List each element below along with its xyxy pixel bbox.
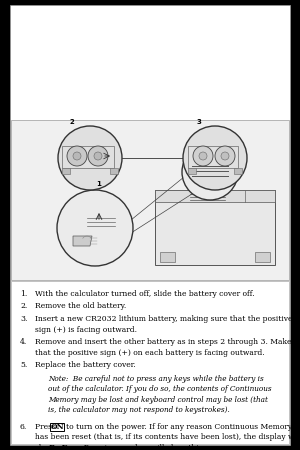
Text: 2: 2 [70, 119, 74, 125]
Circle shape [199, 152, 207, 160]
Text: to turn on the power. If for any reason Continuous Memory: to turn on the power. If for any reason … [66, 423, 292, 431]
Bar [11, 120, 289, 280]
Circle shape [94, 152, 102, 160]
Text: With the calculator turned off, slide the battery cover off.: With the calculator turned off, slide th… [35, 290, 255, 298]
Bar [188, 168, 196, 174]
Text: has been reset (that is, if its contents have been lost), the display will: has been reset (that is, if its contents… [35, 433, 300, 441]
Circle shape [67, 146, 87, 166]
Text: 6.: 6. [20, 423, 27, 431]
Circle shape [221, 152, 229, 160]
Circle shape [182, 144, 238, 200]
Text: sign (+) is facing outward.: sign (+) is facing outward. [35, 326, 137, 333]
Bar [62, 168, 70, 174]
Text: is, the calculator may not respond to keystrokes).: is, the calculator may not respond to ke… [48, 406, 230, 414]
Polygon shape [73, 236, 92, 246]
Text: 3.: 3. [20, 315, 27, 323]
Text: Remove and insert the other battery as in steps 2 through 3. Make sure: Remove and insert the other battery as i… [35, 338, 300, 346]
Text: Insert a new CR2032 lithium battery, making sure that the positive: Insert a new CR2032 lithium battery, mak… [35, 315, 292, 323]
Circle shape [183, 126, 247, 190]
Bar [50, 423, 64, 431]
Text: 1: 1 [97, 181, 101, 187]
Text: Note:  Be careful not to press any keys while the battery is: Note: Be careful not to press any keys w… [48, 375, 264, 383]
Circle shape [58, 126, 122, 190]
Text: ON: ON [50, 423, 64, 431]
Bar [110, 168, 118, 174]
Text: . Pressing any key will clear this message.: . Pressing any key will clear this messa… [79, 444, 241, 450]
Text: 5.: 5. [20, 361, 27, 369]
Bar [234, 168, 242, 174]
Text: Memory may be lost and keyboard control may be lost (that: Memory may be lost and keyboard control … [48, 396, 268, 404]
Text: 2.: 2. [20, 302, 27, 310]
Text: Remove the old battery.: Remove the old battery. [35, 302, 126, 310]
Text: 3: 3 [196, 119, 201, 125]
Circle shape [57, 190, 133, 266]
Bar [188, 146, 238, 168]
Text: Replace the battery cover.: Replace the battery cover. [35, 361, 136, 369]
Bar [62, 146, 114, 168]
Text: Press: Press [35, 423, 58, 431]
Text: Pr Error: Pr Error [49, 444, 85, 450]
Circle shape [73, 152, 81, 160]
Text: 4.: 4. [20, 338, 27, 346]
Circle shape [215, 146, 235, 166]
Circle shape [88, 146, 108, 166]
Text: that the positive sign (+) on each battery is facing outward.: that the positive sign (+) on each batte… [35, 349, 265, 357]
Text: 1.: 1. [20, 290, 27, 298]
Bar [155, 190, 275, 202]
Bar [155, 190, 275, 265]
Bar [11, 281, 289, 444]
Bar [160, 252, 175, 262]
Circle shape [193, 146, 213, 166]
Text: show: show [35, 444, 57, 450]
Bar [255, 252, 270, 262]
Text: out of the calculator. If you do so, the contents of Continuous: out of the calculator. If you do so, the… [48, 385, 272, 393]
